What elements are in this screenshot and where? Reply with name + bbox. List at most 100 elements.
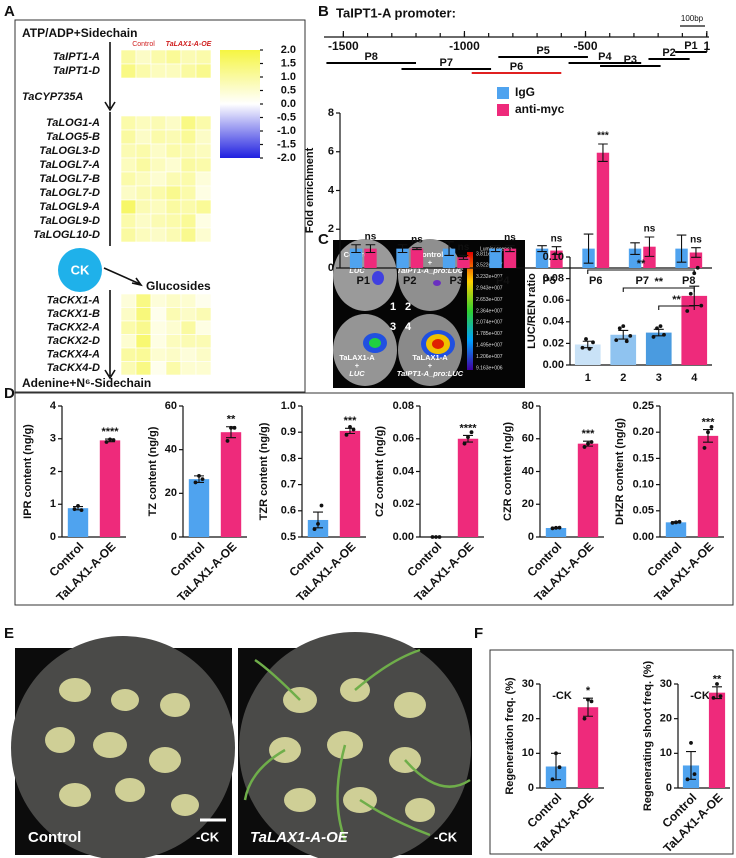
data-point bbox=[225, 439, 230, 443]
heatmap-cell bbox=[135, 171, 152, 187]
colorbar bbox=[220, 50, 260, 158]
heatmap-cell bbox=[150, 307, 167, 322]
promoter-tick-label: 1 bbox=[703, 39, 710, 53]
bar bbox=[457, 257, 470, 268]
significance: ** bbox=[713, 674, 722, 686]
heatmap-cell bbox=[165, 227, 182, 243]
colorbar-label: -0.5 bbox=[277, 111, 296, 123]
scale-tick: 2.943e+007 bbox=[476, 286, 503, 292]
heatmap-cell bbox=[180, 320, 197, 335]
gene-label: TaLOGL7-A bbox=[39, 159, 100, 171]
fragment-label: P2 bbox=[662, 47, 675, 59]
significance: ns bbox=[458, 242, 470, 253]
data-point bbox=[715, 682, 719, 686]
gene-label: TaLOGL7-D bbox=[39, 187, 100, 199]
data-point bbox=[554, 525, 558, 530]
data-point bbox=[692, 772, 697, 777]
heatmap-cell bbox=[195, 129, 212, 145]
colorbar-label: 2.0 bbox=[281, 44, 296, 56]
heatmap-cell bbox=[135, 49, 152, 65]
data-point bbox=[628, 333, 633, 338]
data-point bbox=[718, 694, 723, 699]
heatmap-cell bbox=[150, 227, 167, 243]
y-tick-label: 0.9 bbox=[281, 426, 296, 438]
photo-label: TaLAX1-A-OE bbox=[250, 829, 349, 846]
panel-letter: E bbox=[4, 625, 14, 642]
heatmap-cell bbox=[195, 361, 212, 376]
data-point bbox=[655, 326, 659, 331]
y-tick-label: 20 bbox=[522, 498, 534, 510]
image-label: + bbox=[428, 258, 433, 267]
heatmap-cell bbox=[195, 227, 212, 243]
significance: *** bbox=[344, 415, 358, 427]
image-label: TaIPT1-A_pro:LUC bbox=[397, 266, 464, 275]
y-tick-label: 0.06 bbox=[393, 433, 414, 445]
error-bar bbox=[458, 254, 469, 260]
x-tick-label: P6 bbox=[589, 275, 602, 287]
y-tick-label: 0.08 bbox=[393, 400, 414, 412]
data-point bbox=[711, 695, 716, 700]
data-point bbox=[582, 716, 587, 721]
gene-label: TaCKX2-A bbox=[47, 322, 100, 334]
y-tick-label: 0.10 bbox=[543, 251, 564, 263]
fragment-label: P7 bbox=[440, 57, 453, 69]
panel-letter: F bbox=[474, 625, 483, 642]
heatmap-cell bbox=[135, 157, 152, 173]
data-point bbox=[688, 291, 693, 296]
data-point bbox=[554, 751, 558, 756]
bar bbox=[643, 246, 656, 268]
data-point bbox=[469, 430, 474, 435]
y-tick-label: 0.10 bbox=[633, 479, 654, 491]
bar bbox=[697, 435, 719, 537]
image-label: TaLAX1-A bbox=[339, 353, 375, 362]
heatmap-cell bbox=[180, 171, 197, 187]
bar bbox=[665, 522, 687, 537]
image-label: LUC bbox=[349, 266, 365, 275]
x-tick-label: 4 bbox=[691, 372, 698, 384]
scale-tick: 1.495e+007 bbox=[476, 343, 503, 349]
bar bbox=[99, 440, 121, 537]
data-point bbox=[229, 425, 233, 430]
heatmap-cell bbox=[150, 129, 167, 145]
y-tick-label: 2 bbox=[328, 223, 334, 235]
data-point bbox=[685, 777, 690, 782]
y-tick-label: 40 bbox=[522, 465, 534, 477]
y-axis-label: Regenerating shoot freq. (%) bbox=[642, 660, 654, 811]
heatmap-cell bbox=[150, 213, 167, 229]
image-label: + bbox=[428, 361, 433, 370]
data-point bbox=[348, 425, 352, 429]
gene-label: TaLOGL10-D bbox=[33, 229, 100, 241]
gene-label: TaIPT1-D bbox=[53, 65, 100, 77]
data-point bbox=[557, 765, 562, 770]
y-tick-label: 0.02 bbox=[543, 337, 564, 349]
y-tick-label: 0.7 bbox=[281, 479, 296, 491]
heatmap-cell bbox=[165, 115, 182, 131]
data-point bbox=[586, 697, 590, 702]
colorbar-label: -1.0 bbox=[277, 125, 296, 137]
y-tick-label: 0 bbox=[666, 782, 672, 794]
gene-label: TaLOGL3-D bbox=[39, 145, 100, 157]
data-point bbox=[584, 337, 588, 341]
data-point bbox=[695, 265, 700, 270]
panel-letter: A bbox=[4, 3, 15, 20]
scale-label: 100bp bbox=[681, 14, 704, 23]
fragment-label: P3 bbox=[624, 54, 637, 66]
fragment-label: P5 bbox=[536, 45, 549, 57]
y-tick-label: 0.25 bbox=[633, 400, 654, 412]
heatmap-cell bbox=[165, 361, 182, 376]
significance: ns bbox=[551, 233, 563, 244]
data-point bbox=[430, 535, 435, 539]
y-tick-label: 60 bbox=[522, 433, 534, 445]
error-bar bbox=[630, 242, 640, 255]
y-tick-label: 20 bbox=[660, 713, 672, 725]
significance: ns bbox=[411, 234, 423, 245]
bar bbox=[577, 443, 599, 537]
heatmap-cell bbox=[135, 347, 152, 362]
gene-label: TaCKX4-D bbox=[47, 362, 100, 374]
y-tick-label: 0.8 bbox=[281, 452, 296, 464]
heatmap-cell bbox=[135, 115, 152, 131]
promoter-tick-label: -500 bbox=[573, 39, 597, 53]
data-point bbox=[232, 425, 237, 430]
image-number: 2 bbox=[405, 301, 411, 313]
heatmap-cell bbox=[150, 347, 167, 362]
